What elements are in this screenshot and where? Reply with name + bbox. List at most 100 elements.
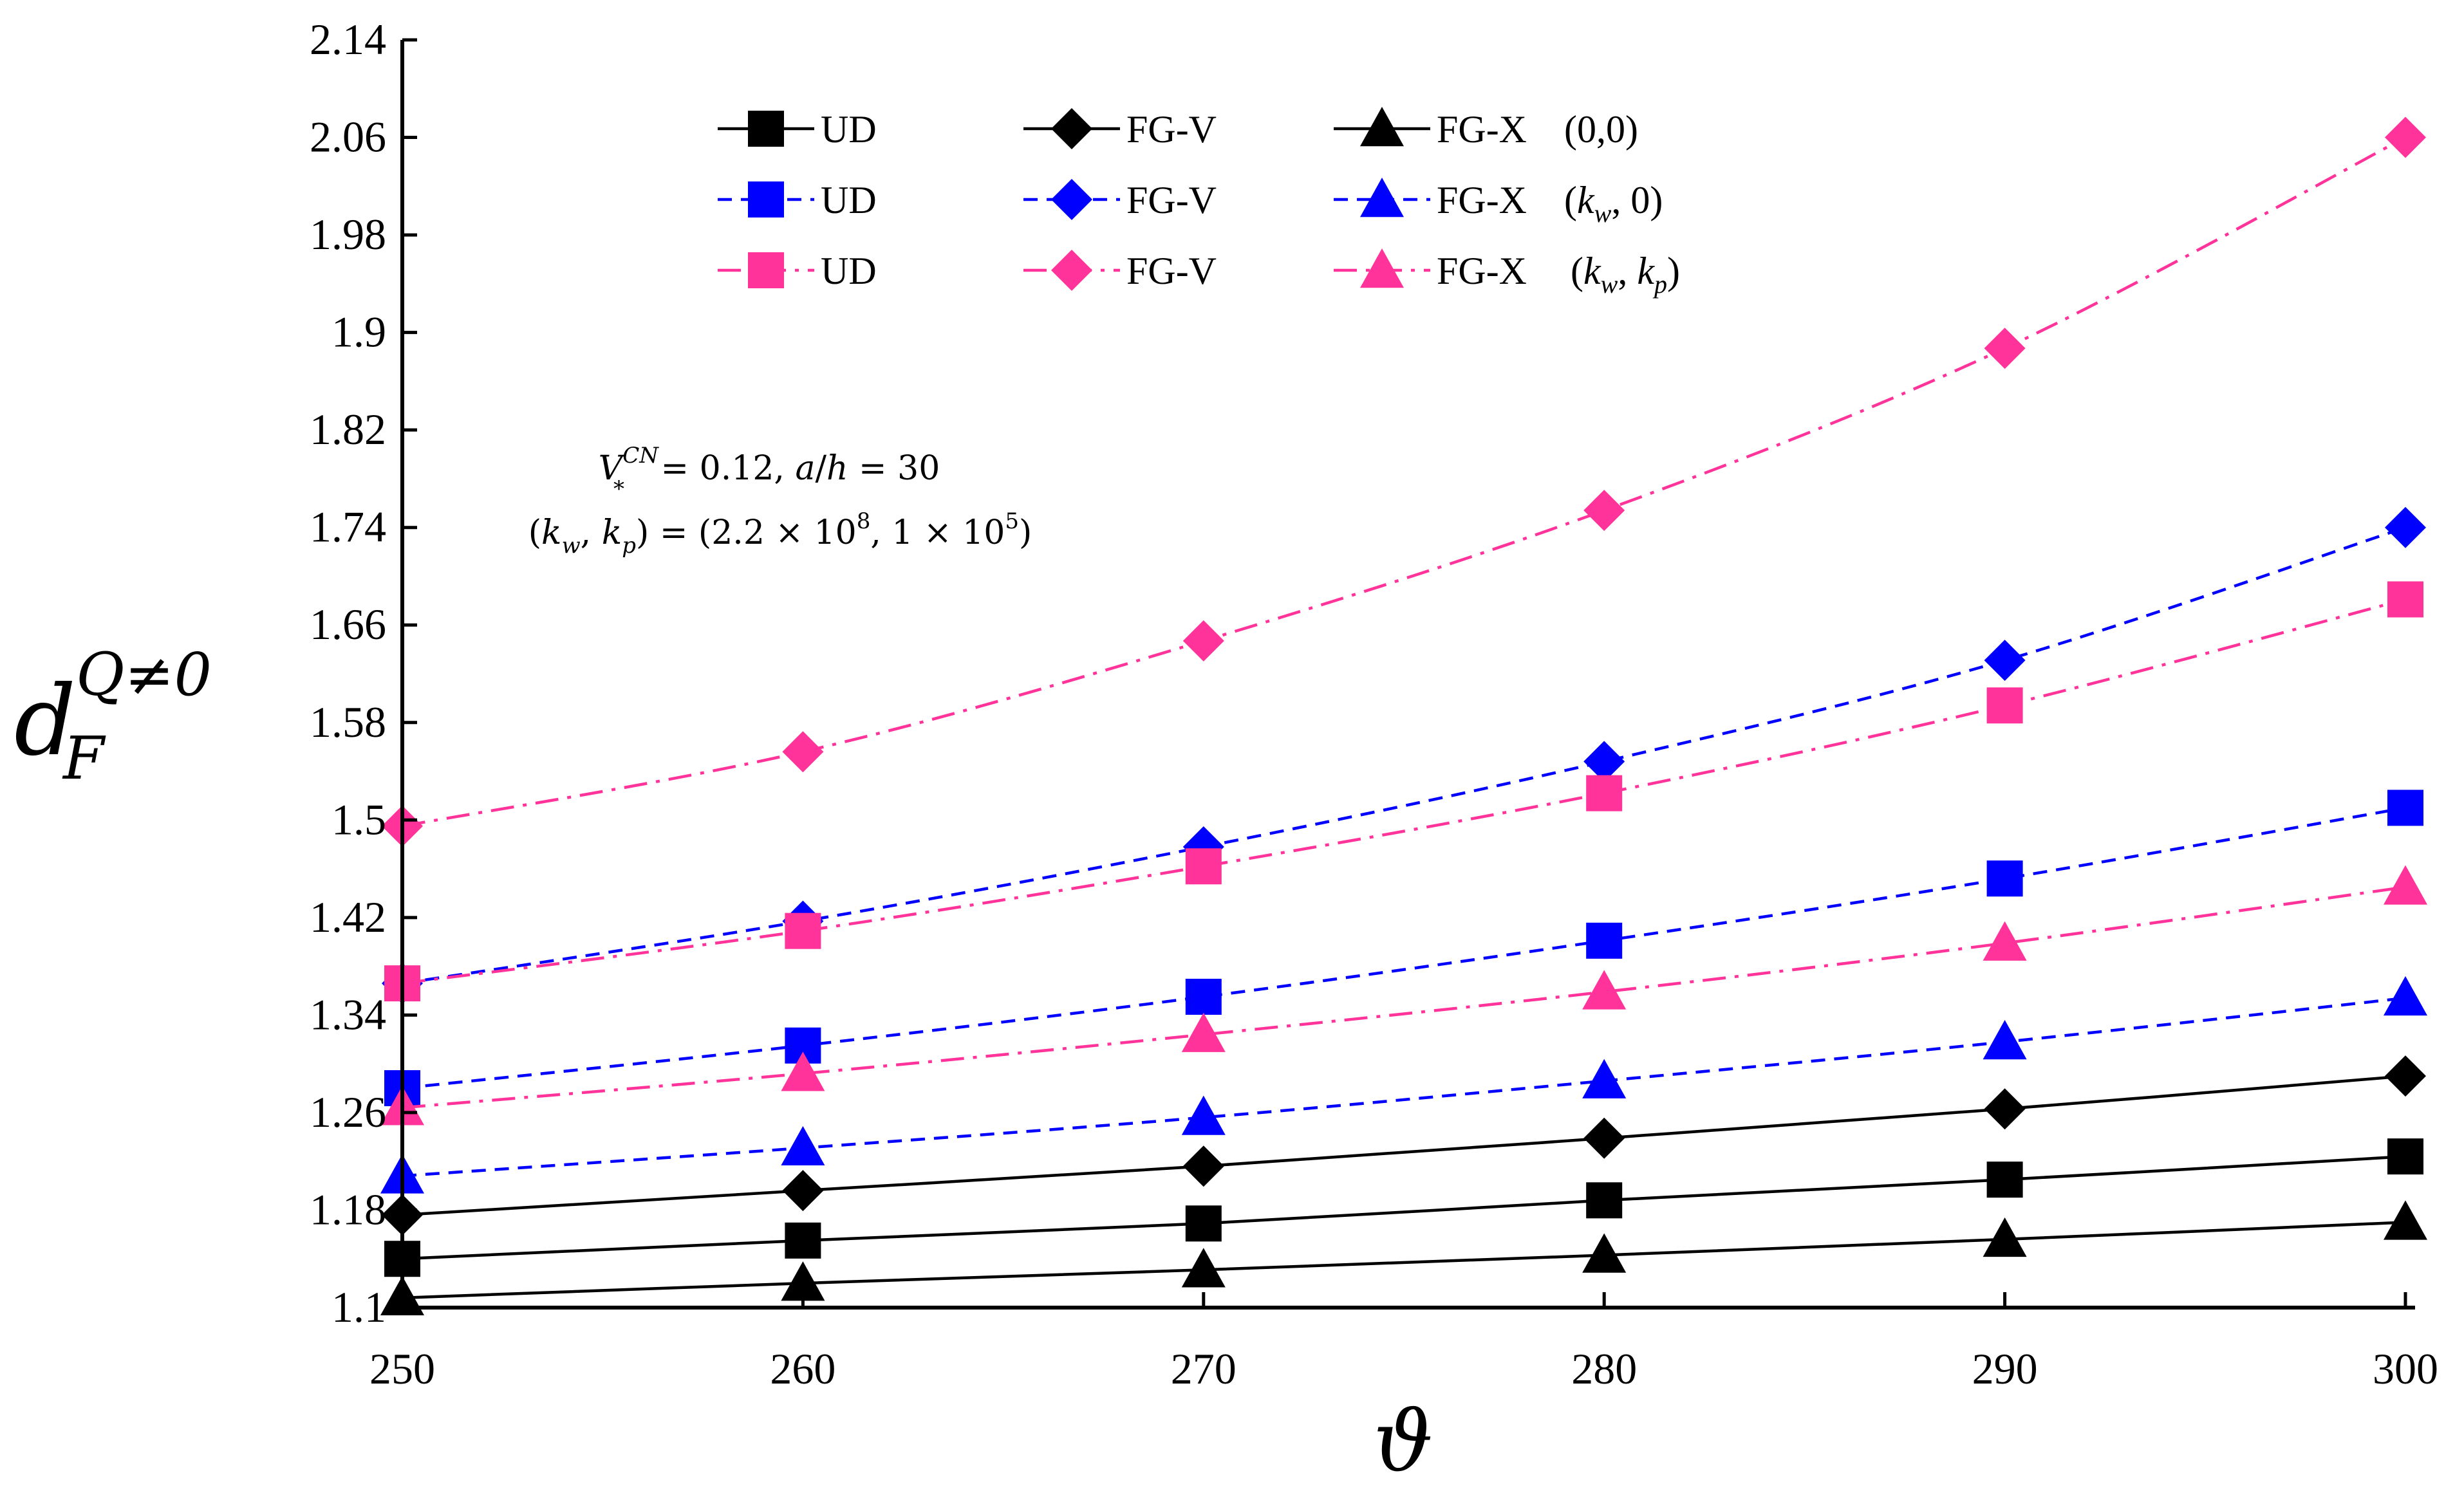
data-point	[785, 912, 821, 949]
legend: UD FG-V FG-X UD FG-V FG-X UD FG-V FG-X (0,0) (kw, …	[718, 107, 1680, 299]
series-fg-x-2	[380, 1200, 2427, 1316]
data-point	[1986, 1162, 2023, 1198]
y-tick-label: 1.9	[331, 308, 386, 357]
axes	[400, 40, 2415, 1310]
data-point	[2387, 790, 2423, 826]
data-point	[1583, 1117, 1625, 1159]
series-line	[402, 885, 2406, 1109]
y-tick-label: 1.26	[310, 1088, 386, 1136]
data-point	[2385, 116, 2426, 158]
y-axis-title: d Q≠0 F	[14, 640, 212, 793]
legend-marker	[748, 181, 784, 218]
data-point	[1181, 1012, 1226, 1052]
data-point	[1583, 490, 1625, 532]
data-point	[2387, 1138, 2423, 1175]
data-point	[1586, 922, 1623, 959]
annotation-line-2: (kw, kp) = (2.2 × 108, 1 × 105)	[528, 508, 1032, 559]
legend-label: FG-X	[1437, 179, 1527, 221]
x-tick-label: 280	[1571, 1344, 1637, 1393]
data-point	[1582, 1233, 1627, 1273]
y-tick-label: 1.82	[310, 405, 386, 454]
data-point	[1185, 978, 1222, 1015]
data-point	[1182, 1145, 1224, 1187]
legend-group-label: (kw, 0)	[1564, 179, 1663, 228]
data-point	[1984, 1088, 2026, 1130]
y-axis-title-superscript: Q≠0	[76, 640, 212, 709]
series-line	[402, 1074, 2406, 1217]
data-point	[2384, 865, 2427, 905]
legend-item: FG-X	[1334, 178, 1527, 221]
series-line	[402, 526, 2406, 985]
data-point	[785, 1222, 821, 1259]
legend-marker	[1051, 179, 1092, 220]
legend-item: FG-X	[1334, 107, 1527, 151]
y-tick-label: 1.74	[310, 503, 386, 551]
y-tick-label: 2.14	[310, 15, 386, 64]
annotation: VCN * = 0.12, a/h = 30 (kw, kp) = (2.2 × …	[528, 443, 1032, 559]
series-line	[402, 1154, 2406, 1261]
data-point	[1986, 860, 2023, 897]
x-tick-label: 260	[770, 1344, 835, 1393]
data-point	[782, 1170, 824, 1212]
data-point	[1586, 1182, 1623, 1219]
legend-item: UD	[718, 108, 877, 151]
series-line	[402, 136, 2407, 828]
data-point	[1983, 1020, 2027, 1060]
y-tick-label: 1.42	[310, 893, 386, 941]
series-fg-v-7	[382, 116, 2426, 847]
data-point	[1586, 775, 1623, 811]
data-point	[1986, 687, 2023, 724]
y-tick-label: 1.5	[331, 795, 386, 844]
legend-label: UD	[821, 179, 877, 221]
y-ticks: 1.1 1.18 1.26 1.34 1.42 1.5 1.58 1.66 1.74 1.82 1.…	[310, 15, 417, 1331]
data-point	[2384, 1200, 2427, 1240]
legend-label: FG-X	[1437, 250, 1527, 292]
legend-label: FG-V	[1126, 179, 1217, 221]
series-fg-x-5	[380, 976, 2427, 1194]
y-axis-title-subscript: F	[62, 724, 106, 793]
series-fg-v-1	[382, 1055, 2426, 1236]
data-point	[1582, 970, 1627, 1010]
series-line	[402, 806, 2406, 1090]
legend-label: FG-V	[1126, 250, 1217, 292]
legend-marker	[748, 111, 784, 147]
data-point	[2385, 506, 2426, 548]
data-point	[781, 1051, 825, 1091]
legend-label: UD	[821, 108, 877, 151]
legend-group-label: (kw, kp)	[1571, 250, 1680, 299]
y-tick-label: 1.34	[310, 990, 386, 1039]
series-fg-x-8	[380, 865, 2427, 1125]
y-tick-label: 1.58	[310, 698, 386, 746]
data-point	[1582, 1059, 1627, 1098]
data-point	[1984, 640, 2026, 681]
data-point	[1181, 1095, 1226, 1135]
x-tick-label: 270	[1171, 1344, 1237, 1393]
series-line	[402, 996, 2406, 1178]
legend-group-label: (0,0)	[1564, 108, 1638, 151]
y-tick-label: 1.1	[331, 1283, 386, 1331]
legend-item: FG-X	[1334, 248, 1527, 292]
data-point	[782, 731, 824, 773]
data-point	[2387, 581, 2423, 618]
legend-marker	[748, 252, 784, 288]
data-point	[1185, 1205, 1222, 1242]
data-point	[1182, 620, 1224, 662]
series-line	[402, 598, 2406, 985]
y-tick-label: 1.66	[310, 600, 386, 649]
legend-marker	[1360, 248, 1404, 288]
data-point	[781, 1125, 825, 1166]
y-tick-label: 1.18	[310, 1185, 386, 1234]
data-point	[2385, 1055, 2426, 1097]
legend-marker	[1051, 108, 1092, 149]
data-point	[2384, 976, 2427, 1016]
y-axis-title-main: d	[14, 665, 76, 777]
x-ticks: 250 260 270 280 290 300	[369, 1292, 2438, 1393]
series-line	[402, 1221, 2406, 1300]
x-tick-label: 250	[369, 1344, 435, 1393]
legend-item: FG-V	[1023, 250, 1217, 292]
plot-series	[380, 116, 2427, 1316]
legend-item: FG-V	[1023, 179, 1217, 221]
x-axis-title: ϑ	[1374, 1393, 1433, 1490]
y-tick-label: 1.98	[310, 210, 386, 259]
